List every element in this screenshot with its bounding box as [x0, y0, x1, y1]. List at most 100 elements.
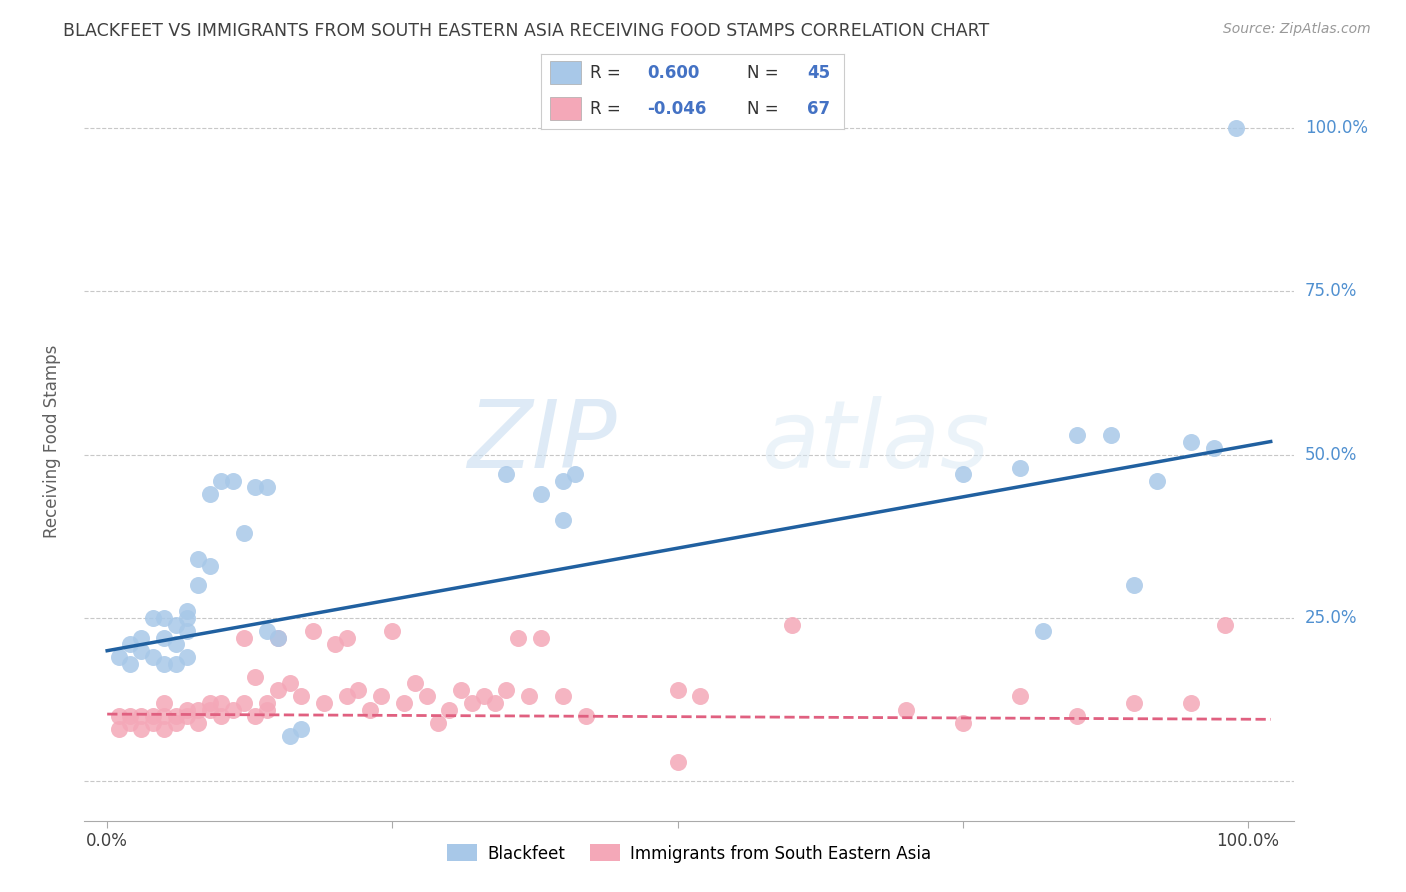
Point [176, 702, 198, 716]
Point [153, 722, 176, 736]
Point [187, 702, 209, 716]
Point [165, 715, 187, 730]
Point [415, 690, 437, 704]
Point [312, 696, 335, 710]
Point [461, 696, 484, 710]
Point [495, 682, 517, 697]
Point [142, 715, 165, 730]
Text: -0.046: -0.046 [647, 100, 706, 118]
Point [553, 474, 575, 488]
Point [278, 729, 301, 743]
Point [553, 690, 575, 704]
Point [1099, 428, 1122, 442]
Point [1180, 696, 1202, 710]
Point [118, 637, 141, 651]
Point [198, 696, 221, 710]
Point [176, 624, 198, 639]
Point [165, 617, 187, 632]
Point [176, 709, 198, 723]
Point [290, 690, 312, 704]
Point [952, 467, 974, 482]
Point [267, 631, 290, 645]
Text: 67: 67 [807, 100, 831, 118]
Point [575, 709, 598, 723]
Point [1225, 120, 1247, 135]
Point [553, 513, 575, 527]
Point [153, 611, 176, 625]
Point [221, 702, 243, 716]
Text: Source: ZipAtlas.com: Source: ZipAtlas.com [1223, 22, 1371, 37]
Point [1032, 624, 1054, 639]
Point [245, 709, 267, 723]
Point [666, 755, 689, 769]
Text: R =: R = [589, 100, 626, 118]
Point [176, 611, 198, 625]
Point [530, 631, 553, 645]
Point [564, 467, 586, 482]
Point [359, 702, 381, 716]
Point [1066, 428, 1088, 442]
Point [1122, 578, 1144, 592]
Point [165, 637, 187, 651]
Text: 25.0%: 25.0% [1305, 609, 1357, 627]
Point [336, 631, 359, 645]
Point [118, 657, 141, 671]
Point [221, 474, 243, 488]
Text: R =: R = [589, 64, 626, 82]
Point [187, 552, 209, 566]
Text: 50.0%: 50.0% [1305, 446, 1357, 464]
Point [439, 702, 461, 716]
Point [370, 690, 392, 704]
FancyBboxPatch shape [550, 62, 581, 84]
Point [1008, 690, 1031, 704]
Point [256, 702, 278, 716]
Point [290, 722, 312, 736]
Point [780, 617, 803, 632]
Point [153, 657, 176, 671]
Point [256, 624, 278, 639]
Point [118, 715, 141, 730]
Point [153, 631, 176, 645]
Point [233, 631, 256, 645]
Point [131, 643, 153, 657]
Point [107, 650, 129, 665]
Point [267, 682, 290, 697]
Text: 0.600: 0.600 [647, 64, 700, 82]
Point [107, 709, 129, 723]
Point [176, 650, 198, 665]
Point [1008, 460, 1031, 475]
Point [323, 637, 346, 651]
Point [301, 624, 323, 639]
Point [1180, 434, 1202, 449]
Text: 100.0%: 100.0% [1305, 119, 1368, 136]
Point [256, 480, 278, 494]
Point [209, 709, 232, 723]
Point [278, 676, 301, 690]
Point [472, 690, 495, 704]
Point [256, 696, 278, 710]
Point [1122, 696, 1144, 710]
Point [1146, 474, 1168, 488]
Point [131, 631, 153, 645]
Point [427, 715, 450, 730]
Point [952, 715, 974, 730]
Point [245, 480, 267, 494]
Point [118, 709, 141, 723]
Text: N =: N = [747, 64, 783, 82]
Point [245, 670, 267, 684]
Point [198, 558, 221, 573]
Point [153, 696, 176, 710]
Point [530, 487, 553, 501]
Point [142, 611, 165, 625]
Point [506, 631, 529, 645]
Text: N =: N = [747, 100, 783, 118]
Point [165, 709, 187, 723]
Point [347, 682, 370, 697]
Point [517, 690, 540, 704]
Point [1202, 441, 1225, 455]
Text: 45: 45 [807, 64, 831, 82]
Point [336, 690, 359, 704]
Point [176, 605, 198, 619]
Point [894, 702, 917, 716]
Point [1066, 709, 1088, 723]
